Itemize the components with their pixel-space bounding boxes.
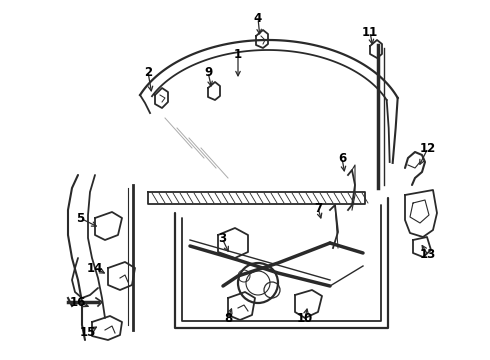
Text: 15: 15 (80, 325, 96, 338)
Text: 16: 16 (70, 296, 86, 309)
Text: 6: 6 (338, 152, 346, 165)
Text: 13: 13 (420, 248, 436, 261)
Text: 3: 3 (218, 231, 226, 244)
Text: 9: 9 (204, 66, 212, 78)
Text: 5: 5 (76, 211, 84, 225)
Text: 10: 10 (297, 311, 313, 324)
Text: 12: 12 (420, 141, 436, 154)
Text: 8: 8 (224, 311, 232, 324)
Text: 2: 2 (144, 66, 152, 78)
Text: 14: 14 (87, 261, 103, 274)
Text: 11: 11 (362, 26, 378, 39)
Text: 7: 7 (314, 202, 322, 215)
Text: 4: 4 (254, 12, 262, 24)
Text: 1: 1 (234, 49, 242, 62)
